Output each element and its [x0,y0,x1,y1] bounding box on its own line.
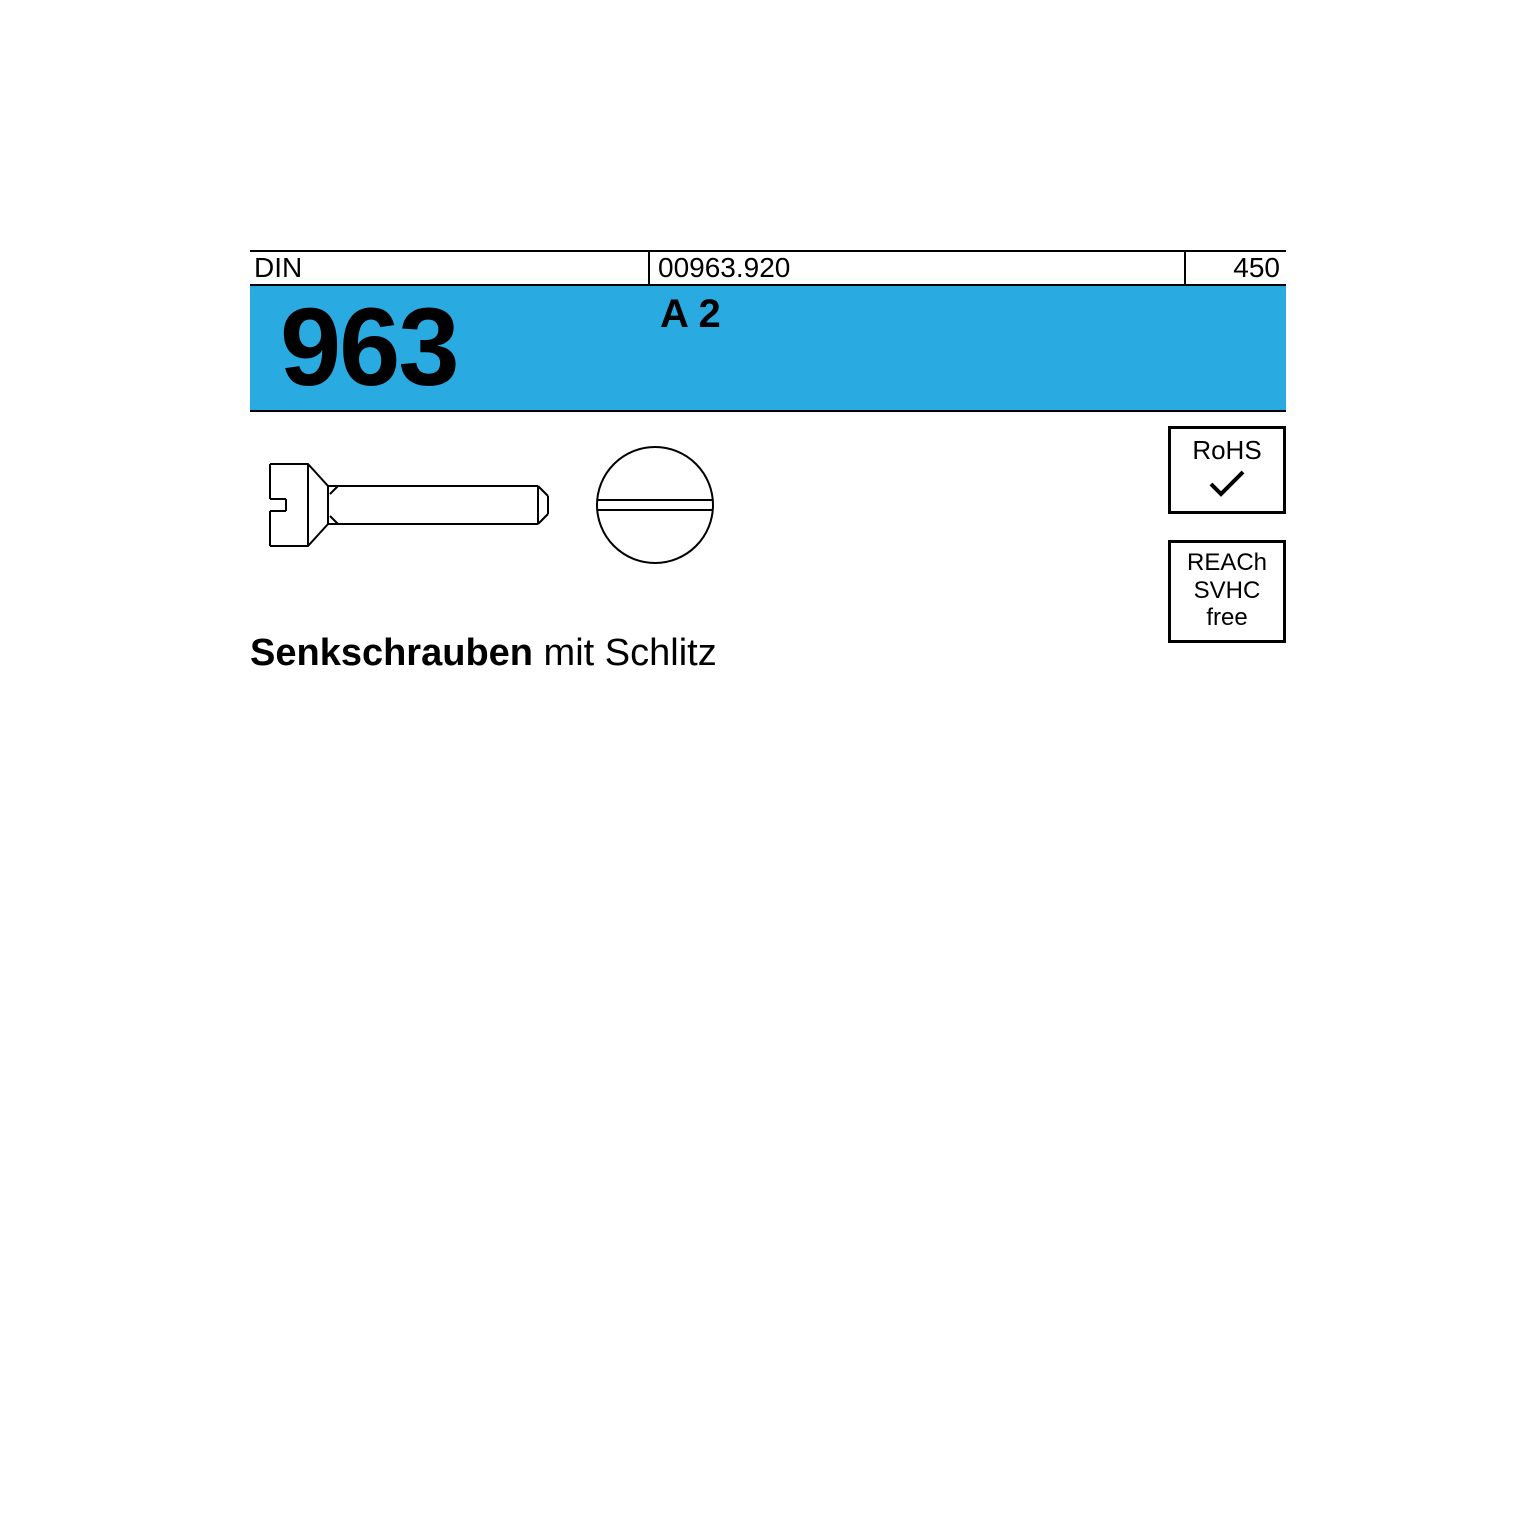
compliance-badges: RoHS REACh SVHC free [1136,426,1286,669]
din-number: 963 [280,293,458,403]
reach-line3: free [1177,604,1277,632]
header-standard-label: DIN [250,252,650,284]
rohs-label: RoHS [1177,435,1277,466]
header-row: DIN 00963.920 450 [250,250,1286,286]
datasheet-card: DIN 00963.920 450 963 A 2 [250,250,1286,1286]
check-icon [1207,470,1247,498]
reach-line1: REACh [1177,549,1277,577]
description-bold: Senkschrauben [250,632,533,674]
product-description: Senkschrauben mit Schlitz [250,632,717,675]
material-code: A 2 [660,292,721,336]
reach-line2: SVHC [1177,577,1277,605]
screw-side-icon [268,450,558,560]
title-band: 963 A 2 [250,286,1286,412]
header-page: 450 [1186,252,1286,284]
material-wrap: A 2 [650,286,1286,410]
screw-front-icon [590,440,720,570]
din-number-wrap: 963 [250,286,650,410]
reach-badge: REACh SVHC free [1168,540,1286,643]
description-rest: mit Schlitz [533,632,717,674]
diagram-area [250,412,1286,602]
rohs-badge: RoHS [1168,426,1286,514]
header-code: 00963.920 [650,252,1186,284]
